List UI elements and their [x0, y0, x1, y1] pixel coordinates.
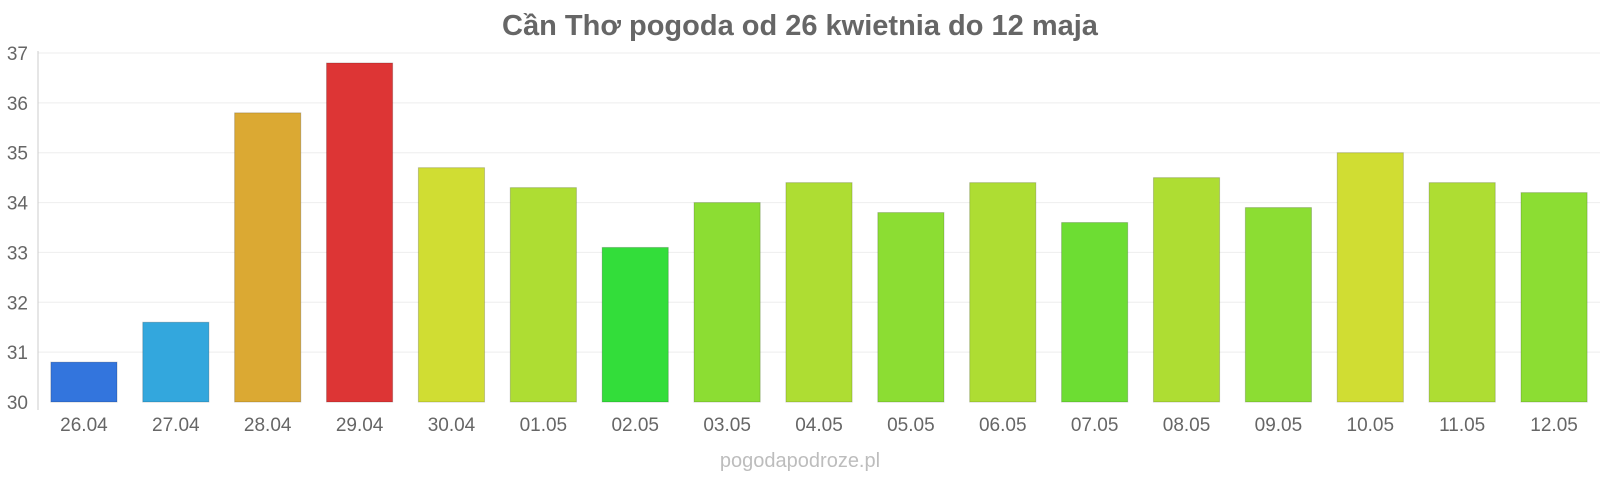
x-tick-label: 10.05 [1347, 415, 1395, 436]
bar [877, 212, 945, 403]
x-tick-label: 04.05 [795, 415, 843, 436]
y-tick-label: 35 [7, 144, 28, 165]
x-tick-label: 28.04 [244, 415, 292, 436]
bar [969, 182, 1037, 403]
x-tick-label: 08.05 [1163, 415, 1211, 436]
bar [509, 187, 577, 403]
x-tick-label: 05.05 [887, 415, 935, 436]
bar [50, 361, 118, 403]
y-tick-label: 37 [7, 44, 28, 65]
y-tick-label: 31 [7, 343, 28, 364]
bar [417, 167, 486, 403]
x-tick-label: 01.05 [520, 415, 568, 436]
bar [234, 112, 302, 403]
x-tick-label: 11.05 [1439, 415, 1485, 436]
bar [785, 182, 853, 403]
bar [142, 321, 210, 403]
x-tick-label: 06.05 [979, 415, 1027, 436]
x-tick-label: 03.05 [703, 415, 751, 436]
bar [693, 202, 761, 403]
x-tick-label: 02.05 [611, 415, 659, 436]
x-tick-label: 09.05 [1255, 415, 1303, 436]
y-tick-label: 34 [7, 194, 29, 215]
bar [601, 246, 669, 403]
bar [1061, 222, 1129, 403]
bar [1428, 182, 1496, 403]
x-tick-label: 26.04 [60, 415, 108, 436]
y-tick-label: 30 [7, 393, 28, 414]
y-tick-label: 33 [7, 243, 28, 264]
bar [1244, 207, 1312, 403]
bar [1336, 152, 1404, 403]
x-tick-label: 07.05 [1071, 415, 1119, 436]
x-tick-label: 29.04 [336, 415, 384, 436]
x-tick-label: 12.05 [1530, 415, 1578, 436]
y-tick-label: 32 [7, 293, 28, 314]
x-tick-label: 27.04 [152, 415, 200, 436]
bar [1152, 177, 1221, 403]
bar [326, 62, 394, 403]
bar [1520, 192, 1588, 403]
x-tick-label: 30.04 [428, 415, 476, 436]
watermark: pogodapodroze.pl [719, 450, 881, 472]
chart-title: Cần Thơ pogoda od 26 kwietnia do 12 maja [502, 10, 1098, 42]
y-tick-label: 36 [7, 94, 28, 115]
